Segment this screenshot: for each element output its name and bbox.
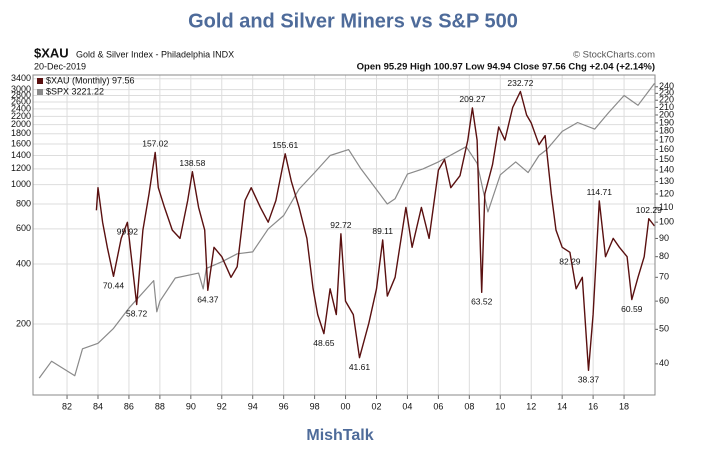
y-tick-label: 2000: [11, 119, 31, 129]
y-tick-label: 3000: [11, 84, 31, 94]
y2-tick-label: 150: [659, 154, 674, 164]
legend-swatch: [37, 89, 43, 95]
annotation: 157.02: [142, 139, 168, 149]
y2-tick-label: 130: [659, 176, 674, 186]
y2-tick-label: 110: [659, 202, 673, 212]
y-tick-label: 3400: [11, 73, 31, 83]
y2-tick-label: 60: [659, 296, 669, 306]
legend-label: $XAU (Monthly) 97.56: [46, 75, 135, 85]
y2-tick-label: 80: [659, 251, 669, 261]
annotation: 89.11: [372, 226, 393, 236]
x-tick-label: 04: [402, 401, 412, 411]
y-tick-label: 2800: [11, 90, 31, 100]
description: Gold & Silver Index - Philadelphia INDX: [76, 49, 234, 59]
y2-tick-label: 170: [659, 134, 674, 144]
x-tick-label: 86: [124, 401, 134, 411]
x-tick-label: 02: [371, 401, 381, 411]
y2-tick-label: 120: [659, 188, 674, 198]
x-tick-label: 88: [155, 401, 165, 411]
series-line: [38, 83, 655, 379]
annotation: 58.72: [126, 309, 148, 319]
y2-tick-label: 210: [659, 102, 674, 112]
y2-tick-label: 100: [659, 217, 674, 227]
footer: MishTalk: [306, 427, 373, 444]
x-tick-label: 14: [557, 401, 567, 411]
x-tick-label: 06: [433, 401, 443, 411]
y2-tick-label: 220: [659, 95, 674, 105]
x-tick-label: 90: [186, 401, 196, 411]
x-tick-label: 92: [217, 401, 227, 411]
y-tick-label: 2600: [11, 96, 31, 106]
annotation: 41.61: [349, 362, 371, 372]
annotation: 63.52: [471, 297, 493, 307]
annotation: 92.72: [330, 220, 352, 230]
x-tick-label: 94: [248, 401, 258, 411]
y2-tick-label: 230: [659, 88, 674, 98]
y2-tick-label: 70: [659, 272, 669, 282]
annotation: 70.44: [103, 281, 125, 291]
annotation: 138.58: [179, 158, 205, 168]
chart-title: Gold and Silver Miners vs S&P 500: [188, 10, 518, 32]
y-tick-label: 200: [16, 318, 31, 328]
y-tick-label: 1200: [11, 163, 31, 173]
y2-tick-label: 190: [659, 117, 674, 127]
annotation: 64.37: [197, 295, 219, 305]
y2-tick-label: 200: [659, 109, 674, 119]
y-tick-label: 600: [16, 223, 31, 233]
x-tick-label: 98: [310, 401, 320, 411]
annotation: 48.65: [313, 338, 335, 348]
legend-label: $SPX 3221.22: [46, 86, 104, 96]
symbol: $XAU: [34, 45, 69, 60]
x-tick-label: 12: [526, 401, 536, 411]
annotation: 232.72: [507, 78, 533, 88]
x-tick-label: 82: [62, 401, 72, 411]
y-tick-label: 2200: [11, 111, 31, 121]
y-tick-label: 1400: [11, 150, 31, 160]
y-tick-label: 1600: [11, 138, 31, 148]
x-tick-label: 00: [341, 401, 351, 411]
y-tick-label: 1800: [11, 128, 31, 138]
annotation: 60.59: [621, 304, 643, 314]
y-tick-label: 400: [16, 258, 31, 268]
annotation: 38.37: [578, 375, 600, 385]
plot-frame: [32, 74, 656, 396]
y-tick-label: 2400: [11, 103, 31, 113]
legend-swatch: [37, 78, 43, 84]
y2-tick-label: 50: [659, 324, 669, 334]
date: 20-Dec-2019: [34, 61, 86, 71]
annotation: 155.61: [272, 140, 298, 150]
annotation: 82.29: [559, 257, 581, 267]
y2-tick-label: 160: [659, 144, 674, 154]
x-tick-label: 96: [279, 401, 289, 411]
x-tick-label: 08: [464, 401, 474, 411]
x-tick-label: 10: [495, 401, 505, 411]
quote: Open 95.29 High 100.97 Low 94.94 Close 9…: [357, 62, 655, 73]
x-tick-label: 84: [93, 401, 103, 411]
y2-tick-label: 40: [659, 358, 669, 368]
y2-tick-label: 140: [659, 165, 674, 175]
y-tick-label: 800: [16, 198, 31, 208]
annotation: 99.92: [117, 227, 139, 237]
plot-area: [33, 75, 655, 395]
x-tick-label: 16: [588, 401, 598, 411]
source: © StockCharts.com: [573, 50, 655, 61]
y-tick-label: 1000: [11, 179, 31, 189]
annotation: 114.71: [587, 187, 613, 197]
annotation: 209.27: [459, 94, 485, 104]
y2-tick-label: 90: [659, 233, 669, 243]
y2-tick-label: 240: [659, 81, 674, 91]
annotation: 102.29: [636, 205, 662, 215]
series-line: [95, 90, 656, 371]
y2-tick-label: 180: [659, 126, 674, 136]
x-tick-label: 18: [619, 401, 629, 411]
